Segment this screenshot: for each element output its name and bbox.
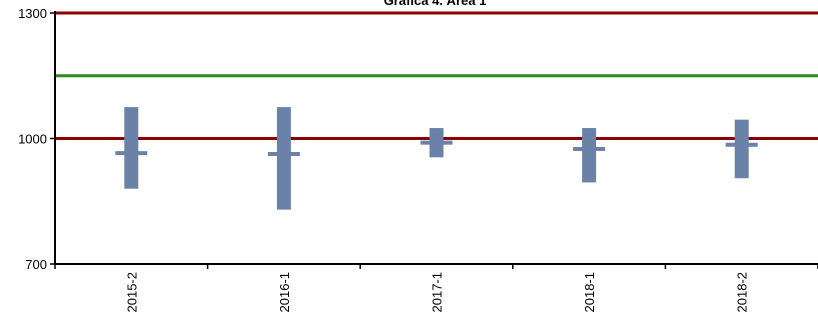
x-tick-label-2015-2: 2015-2 xyxy=(124,272,139,312)
range-bar-2016-1 xyxy=(276,107,291,210)
reference-lines xyxy=(55,11,818,140)
mean-marker-2017-1 xyxy=(420,140,453,145)
chart-title: Gráfica 4. Área 1 xyxy=(384,0,487,8)
x-tick-labels: 2015-2 2016-1 2017-1 2018-1 2018-2 xyxy=(124,272,749,312)
range-bar-2018-1 xyxy=(582,128,597,183)
mean-marker-2016-1 xyxy=(267,151,300,156)
axes xyxy=(50,11,818,269)
y-tick-label-1300: 1300 xyxy=(18,6,47,21)
y-tick-label-700: 700 xyxy=(25,257,47,272)
x-tick-label-2018-1: 2018-1 xyxy=(582,272,597,312)
x-tick-label-2016-1: 2016-1 xyxy=(277,272,292,312)
range-bar-2015-2 xyxy=(124,107,139,189)
mean-marker-2018-2 xyxy=(725,142,758,147)
mean-marker-2018-1 xyxy=(573,146,606,151)
range-bars xyxy=(115,107,758,210)
x-tick-label-2017-1: 2017-1 xyxy=(430,272,445,312)
range-bar-2018-2 xyxy=(734,119,749,179)
mean-marker-2015-2 xyxy=(115,151,148,156)
y-tick-labels: 700 1000 1300 xyxy=(18,6,47,272)
y-tick-label-1000: 1000 xyxy=(18,132,47,147)
x-tick-label-2018-2: 2018-2 xyxy=(735,272,750,312)
